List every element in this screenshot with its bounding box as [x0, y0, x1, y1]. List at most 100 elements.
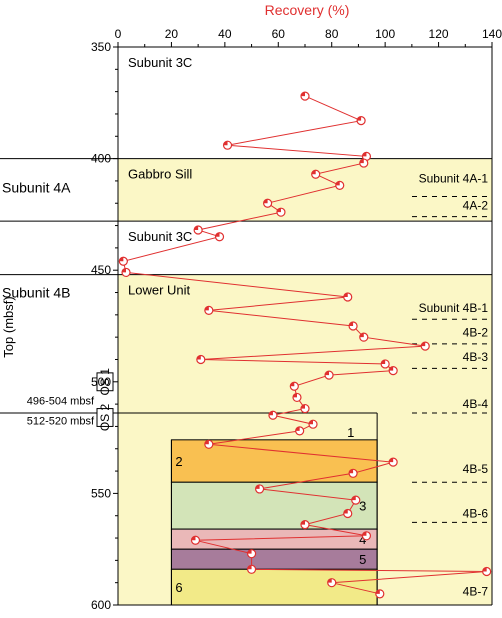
- right-subunit-label: 4B-4: [463, 397, 489, 411]
- data-point: [388, 457, 398, 467]
- data-point-fill: [327, 578, 332, 583]
- litho-unit-label: 6: [175, 580, 182, 595]
- data-point-fill: [362, 152, 367, 157]
- litho-unit-label: 1: [347, 425, 354, 440]
- x-tick-label: 80: [325, 27, 339, 41]
- lithologic-column: 1 2 3 4 5 6: [0, 412, 378, 606]
- os-box-label: OS 2: [98, 404, 112, 432]
- left-unit-label: Subunit 4A: [2, 180, 71, 196]
- litho-unit-label: 2: [175, 454, 182, 469]
- y-tick-label: 500: [91, 375, 111, 389]
- data-point-fill: [421, 342, 426, 347]
- y-axis-label: Top (mbsf): [1, 296, 16, 357]
- right-subunit-label: 4B-5: [463, 462, 489, 476]
- data-point: [335, 180, 345, 190]
- data-point: [375, 589, 385, 599]
- data-point: [359, 158, 369, 168]
- data-point: [311, 169, 321, 179]
- data-point-fill: [295, 426, 300, 431]
- data-point: [300, 520, 310, 530]
- data-point: [348, 321, 358, 331]
- litho-unit-label: 4: [359, 532, 366, 547]
- y-tick-label: 600: [91, 598, 111, 612]
- data-point-fill: [196, 355, 201, 360]
- data-point: [276, 207, 286, 217]
- data-point: [380, 359, 390, 369]
- x-tick-label: 20: [165, 27, 179, 41]
- recovery-line: [122, 95, 487, 595]
- unit-label: Subunit 3C: [128, 229, 192, 244]
- x-axis-label: Recovery (%): [265, 2, 350, 18]
- data-point-fill: [191, 536, 196, 541]
- data-point: [300, 91, 310, 101]
- data-point: [193, 225, 203, 235]
- data-point: [263, 198, 273, 208]
- data-point: [295, 426, 305, 436]
- x-tick-label: 60: [272, 27, 286, 41]
- data-point-fill: [351, 496, 356, 501]
- os-box-range: 512-520 mbsf: [27, 416, 95, 428]
- data-point-fill: [311, 170, 316, 175]
- unit-label: Subunit 3C: [128, 55, 192, 70]
- data-point: [327, 578, 337, 588]
- y-tick-label: 550: [91, 486, 111, 500]
- data-point-fill: [247, 565, 252, 570]
- data-point-fill: [215, 232, 220, 237]
- data-point-fill: [223, 141, 228, 146]
- data-point: [214, 232, 225, 242]
- data-point-fill: [349, 469, 354, 474]
- data-point: [348, 468, 358, 478]
- litho-unit: [170, 481, 378, 530]
- data-point-fill: [301, 404, 305, 409]
- os-box-range: 496-504 mbsf: [27, 396, 95, 408]
- left-unit-label: Subunit 4B: [2, 285, 71, 301]
- data-point-fill: [122, 268, 127, 273]
- data-point: [268, 410, 278, 420]
- right-subunit-label: Subunit 4B-1: [419, 301, 489, 315]
- x-tick-label: 120: [429, 27, 449, 41]
- data-point: [351, 495, 361, 505]
- data-point-fill: [255, 484, 260, 489]
- litho-unit-label: 3: [359, 499, 366, 514]
- litho-unit: [170, 439, 378, 483]
- data-point-fill: [119, 257, 124, 262]
- data-point: [343, 292, 353, 302]
- right-subunit-label: 4B-2: [463, 326, 489, 340]
- data-point-fill: [359, 159, 364, 164]
- data-point: [118, 256, 128, 266]
- data-point-fill: [292, 393, 297, 398]
- y-tick-label: 400: [91, 152, 111, 166]
- data-point-fill: [301, 520, 305, 525]
- unit-label: Gabbro Sill: [128, 167, 192, 182]
- data-point-fill: [343, 292, 348, 297]
- data-point: [343, 508, 353, 519]
- x-tick-label: 140: [482, 27, 502, 41]
- data-point-fill: [301, 92, 305, 97]
- unit-band: [118, 221, 492, 275]
- data-point: [361, 531, 372, 541]
- data-point: [204, 305, 214, 315]
- data-point: [420, 341, 430, 351]
- data-point-fill: [375, 589, 380, 594]
- data-point-fill: [389, 366, 394, 371]
- data-point-fill: [263, 199, 268, 204]
- data-point: [204, 439, 214, 449]
- data-point-fill: [194, 226, 199, 231]
- data-point-fill: [290, 382, 295, 387]
- data-point: [359, 332, 369, 342]
- data-point-fill: [362, 531, 367, 536]
- data-point-fill: [276, 208, 281, 213]
- x-tick-label: 40: [218, 27, 232, 41]
- data-point: [246, 564, 257, 574]
- data-point: [388, 366, 398, 376]
- data-point-fill: [359, 333, 364, 338]
- data-point: [121, 267, 131, 278]
- data-point: [254, 484, 265, 494]
- data-point: [196, 354, 206, 365]
- right-subunit-label: 4B-6: [463, 506, 489, 520]
- data-point-fill: [309, 420, 314, 425]
